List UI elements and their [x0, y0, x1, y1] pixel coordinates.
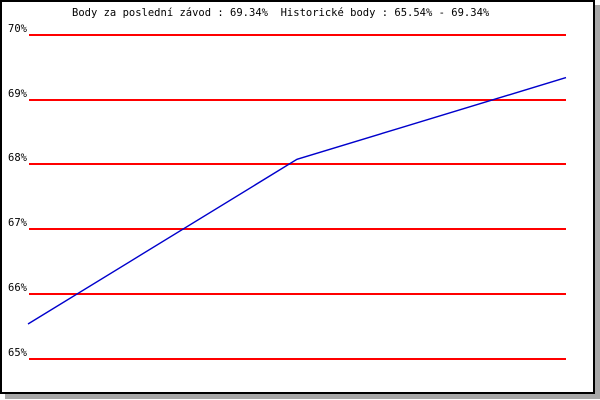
- y-axis-tick-label: 66%: [8, 282, 27, 295]
- gridline: [29, 33, 566, 36]
- y-axis-tick-label: 67%: [8, 217, 27, 230]
- y-axis-tick-label: 65%: [8, 347, 27, 359]
- series-line: [27, 76, 567, 325]
- y-axis-tick-label: 68%: [8, 152, 27, 165]
- gridline: [29, 98, 566, 101]
- chart-title: Body za poslední závod : 69.34% Historic…: [72, 7, 490, 19]
- gridline: [29, 293, 566, 296]
- y-axis-tick-label: 69%: [8, 87, 27, 100]
- y-axis-tick-label: 70%: [8, 22, 27, 35]
- chart-frame: [0, 0, 595, 394]
- gridline: [29, 163, 566, 166]
- gridline: [29, 228, 566, 231]
- gridline: [29, 358, 566, 360]
